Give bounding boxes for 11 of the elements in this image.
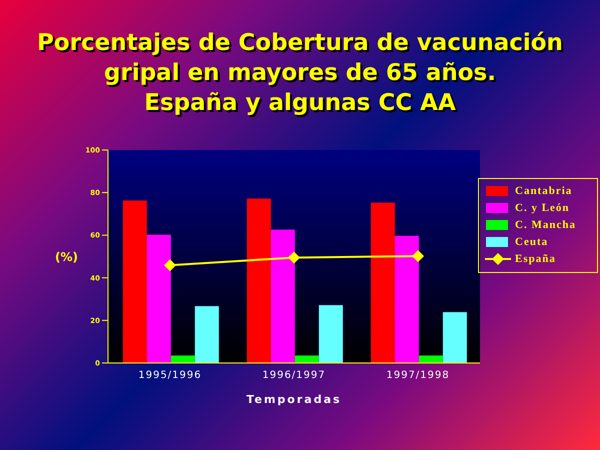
chart-title: Porcentajes de Cobertura de vacunación gripal en mayores de 65 años. España y algunas CC AA xyxy=(36,29,564,118)
x-tick-label: 1996/1997 xyxy=(262,370,326,382)
legend-label: España xyxy=(515,253,556,265)
x-tick-label: 1995/1996 xyxy=(138,370,202,382)
legend-label: C. Mancha xyxy=(515,219,576,231)
legend-label: Ceuta xyxy=(515,236,548,248)
x-tick-label: 1997/1998 xyxy=(386,370,450,382)
x-axis-title: Temporadas xyxy=(246,393,342,406)
legend-label: Cantabria xyxy=(515,185,572,197)
legend-label: C. y León xyxy=(515,202,570,214)
y-axis-title: (%) xyxy=(55,250,78,264)
